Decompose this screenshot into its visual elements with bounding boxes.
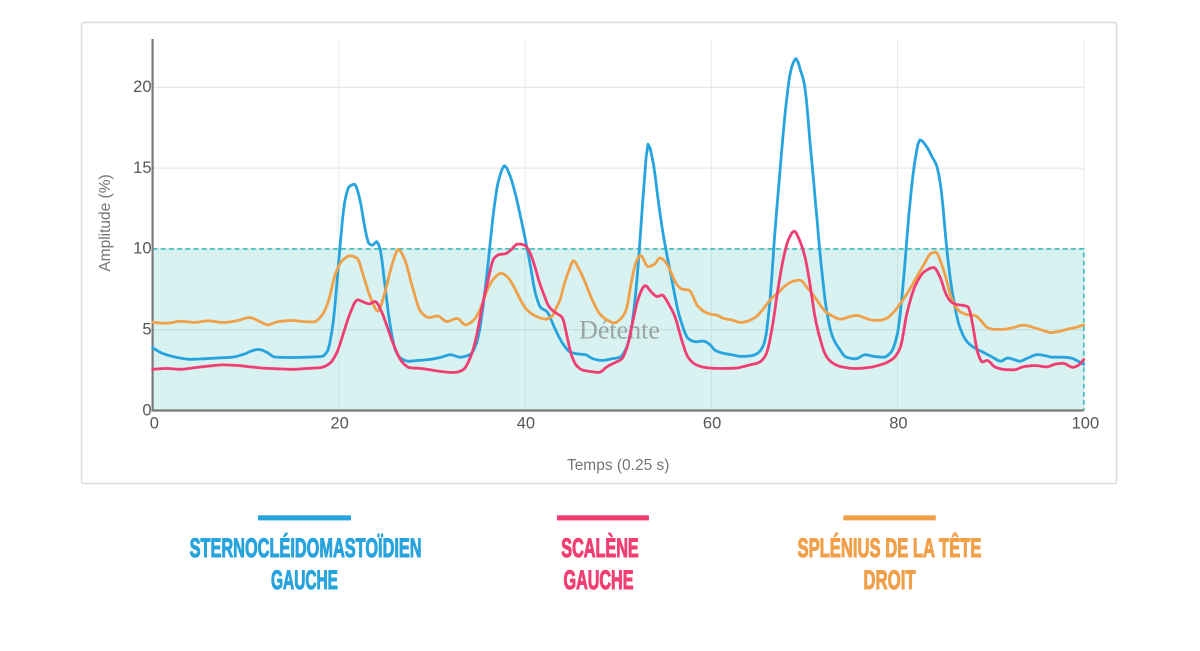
- svg-text:Amplitude (%): Amplitude (%): [97, 174, 114, 271]
- svg-text:20: 20: [133, 78, 151, 96]
- svg-text:SCALÈNE: SCALÈNE: [561, 532, 639, 563]
- svg-text:0: 0: [150, 414, 159, 432]
- svg-text:10: 10: [133, 240, 151, 258]
- svg-text:100: 100: [1072, 414, 1100, 432]
- svg-text:60: 60: [703, 414, 721, 432]
- svg-text:DROIT: DROIT: [863, 565, 916, 595]
- svg-text:80: 80: [889, 414, 907, 432]
- svg-text:15: 15: [133, 159, 151, 177]
- svg-text:SPLÉNIUS DE LA TÊTE: SPLÉNIUS DE LA TÊTE: [798, 532, 982, 563]
- svg-text:20: 20: [330, 414, 348, 432]
- svg-text:GAUCHE: GAUCHE: [564, 565, 634, 595]
- svg-text:40: 40: [517, 414, 535, 432]
- svg-text:5: 5: [142, 321, 151, 339]
- svg-text:Temps (0.25 s): Temps (0.25 s): [567, 457, 670, 474]
- svg-text:STERNOCLÉIDOMASTOÏDIEN: STERNOCLÉIDOMASTOÏDIEN: [190, 532, 422, 563]
- svg-text:0: 0: [142, 401, 151, 419]
- svg-text:GAUCHE: GAUCHE: [271, 565, 338, 595]
